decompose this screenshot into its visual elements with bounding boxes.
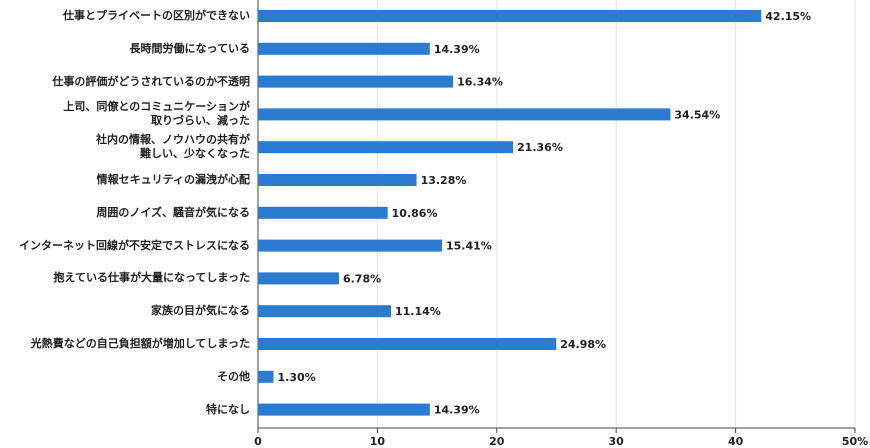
data-label: 15.41% bbox=[446, 240, 492, 253]
data-label: 16.34% bbox=[457, 76, 503, 89]
data-label: 24.98% bbox=[560, 338, 606, 351]
y-tick-label: 仕事の評価がどうされているのか不透明 bbox=[52, 74, 250, 88]
data-label: 14.39% bbox=[434, 43, 480, 56]
bar bbox=[258, 75, 454, 88]
data-label: 42.15% bbox=[765, 10, 811, 23]
y-tick-label: 特になし bbox=[206, 402, 250, 416]
data-label: 10.86% bbox=[392, 207, 438, 220]
y-tick-label: 情報セキュリティの漏洩が心配 bbox=[96, 173, 250, 186]
y-tick-label: 上司、同僚とのコミュニケーションが 取りづらい、減った bbox=[63, 100, 250, 128]
y-tick-label: 光熱費などの自己負担額が増加してしまった bbox=[30, 337, 250, 350]
bar bbox=[258, 370, 274, 383]
y-tick-label: その他 bbox=[217, 369, 250, 383]
bar bbox=[258, 305, 392, 318]
bar bbox=[258, 10, 762, 22]
x-tick-label: 30 bbox=[609, 435, 625, 448]
data-label: 21.36% bbox=[517, 141, 563, 154]
x-tick-label: 0 bbox=[254, 435, 262, 448]
bar bbox=[258, 108, 671, 121]
bar bbox=[258, 239, 442, 252]
bar bbox=[258, 272, 339, 285]
bar bbox=[258, 141, 514, 154]
y-tick-label: 仕事とプライベートの区別ができない bbox=[63, 9, 250, 22]
x-tick-label: 20 bbox=[489, 435, 505, 448]
bar bbox=[258, 206, 388, 219]
data-label: 14.39% bbox=[434, 404, 480, 417]
x-tick-label: 50% bbox=[842, 435, 868, 448]
data-label: 6.78% bbox=[343, 272, 381, 285]
bar bbox=[258, 403, 430, 416]
y-tick-label: 周囲のノイズ、騒音が気になる bbox=[96, 205, 250, 219]
y-tick-label: 長時間労働になっている bbox=[129, 41, 250, 55]
y-tick-label: 社内の情報、ノウハウの共有が 難しい、少なくなった bbox=[96, 133, 250, 161]
y-tick-label: インターネット回線が不安定でストレスになる bbox=[19, 238, 250, 252]
y-tick-label: 家族の目が気になる bbox=[151, 304, 250, 318]
data-label: 1.30% bbox=[278, 371, 316, 384]
bar bbox=[258, 42, 430, 55]
data-label: 11.14% bbox=[395, 305, 441, 318]
bar bbox=[258, 174, 417, 186]
bar bbox=[258, 338, 557, 350]
y-tick-label: 抱えている仕事が大量になってしまった bbox=[53, 271, 250, 285]
x-tick-label: 10 bbox=[370, 435, 386, 448]
x-tick-label: 40 bbox=[728, 435, 744, 448]
data-label: 13.28% bbox=[421, 174, 467, 187]
data-label: 34.54% bbox=[674, 108, 720, 121]
